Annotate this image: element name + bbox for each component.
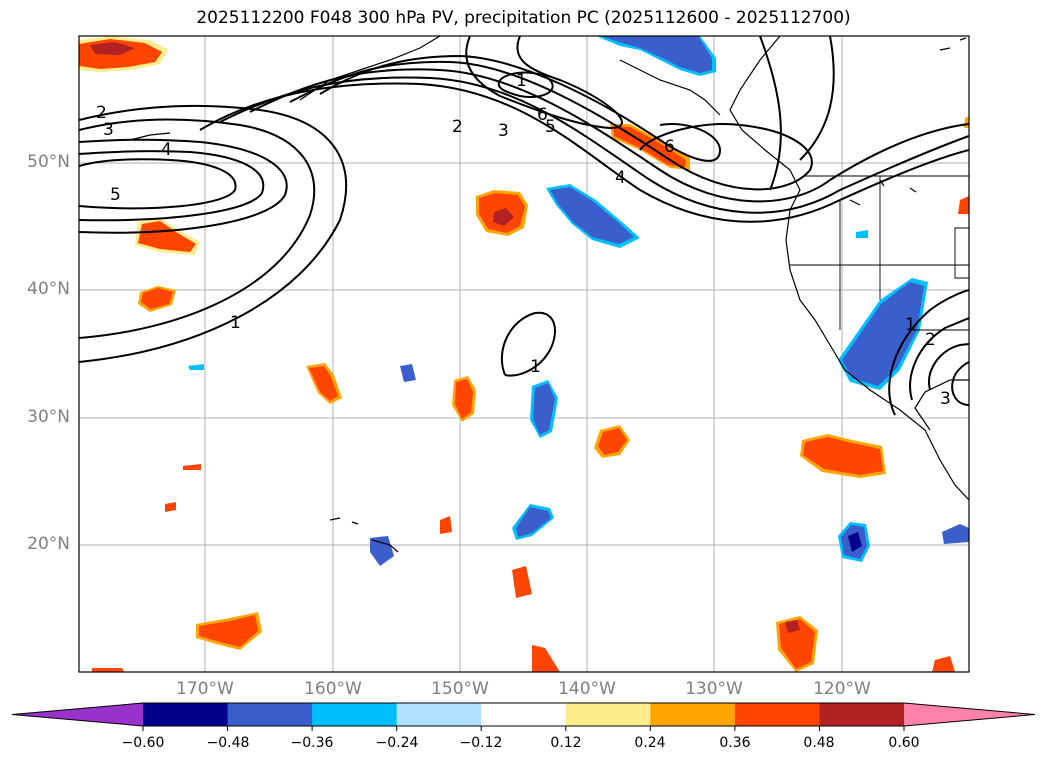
colorbar-segment xyxy=(396,703,482,726)
coastlines xyxy=(129,36,969,553)
colorbar-outline xyxy=(11,702,1036,727)
colorbar-segment xyxy=(565,703,651,726)
contour-label: 3 xyxy=(940,389,951,409)
contour-label: 2 xyxy=(925,330,936,350)
colorbar-segment xyxy=(734,703,820,726)
neg-blob-gulf-alaska xyxy=(596,36,716,76)
pos-blob-12 xyxy=(92,116,969,672)
colorbar-tick-label: −0.36 xyxy=(290,735,334,751)
lon-label-150w: 150°W xyxy=(431,679,489,699)
pos-blob-10 xyxy=(196,612,262,650)
colorbar-segment xyxy=(481,703,567,726)
neg-blob-california xyxy=(838,278,928,390)
lon-label-130w: 130°W xyxy=(685,679,743,699)
lat-label-20n: 20°N xyxy=(27,534,70,554)
colorbar-extend-low xyxy=(12,703,143,726)
map-area: 2 3 4 5 1 1 2 3 4 5 6 6 1 1 2 3 xyxy=(78,35,970,673)
neg-blob-4 xyxy=(512,504,554,540)
colorbar-tick-label: 0.48 xyxy=(803,735,835,751)
lat-label-30n: 30°N xyxy=(27,407,70,427)
negative-precip-anomalies xyxy=(188,36,969,566)
neg-blob-2 xyxy=(546,184,640,248)
lat-label-50n: 50°N xyxy=(27,152,70,172)
colorbar-tick-label: 0.12 xyxy=(550,735,582,751)
neg-blob-6 xyxy=(188,230,969,566)
lon-label-120w: 120°W xyxy=(813,679,871,699)
colorbar-tick-label: −0.12 xyxy=(459,735,503,751)
contour-label: 1 xyxy=(516,71,527,91)
contour-label: 2 xyxy=(452,117,463,137)
pos-blob-6 xyxy=(452,376,476,422)
lon-label-170w: 170°W xyxy=(176,679,234,699)
contour-label: 4 xyxy=(615,168,626,188)
contour-label: 2 xyxy=(96,103,107,123)
contour-label: 3 xyxy=(498,121,509,141)
colorbar-segment xyxy=(312,703,398,726)
pos-blob-8 xyxy=(800,434,886,478)
contour-label: 1 xyxy=(230,313,241,333)
colorbar-segment xyxy=(143,703,229,726)
colorbar-extend-high xyxy=(904,703,1035,726)
pos-blob-3 xyxy=(138,286,176,312)
colorbar-tick-label: −0.24 xyxy=(375,735,419,751)
pos-blob-7 xyxy=(594,425,630,458)
map-frame xyxy=(78,35,970,673)
colorbar-tick-label: −0.60 xyxy=(121,735,165,751)
colorbar-ticks xyxy=(142,726,905,731)
positive-precip-anomalies xyxy=(79,36,969,672)
colorbar-segment xyxy=(650,703,736,726)
contour-label: 1 xyxy=(530,357,541,377)
contour-label: 6 xyxy=(537,105,548,125)
colorbar-tick-label: 0.36 xyxy=(719,735,751,751)
pos-blob-2 xyxy=(135,218,200,255)
pos-blob-4 xyxy=(476,190,528,236)
colorbar-tick-label: 0.60 xyxy=(888,735,920,751)
neg-blob-3 xyxy=(530,380,558,438)
lat-label-40n: 40°N xyxy=(27,279,70,299)
pos-blob-5 xyxy=(306,363,342,404)
pos-blob-11 xyxy=(776,616,818,672)
contour-label: 4 xyxy=(161,140,172,160)
pv-contours xyxy=(79,36,969,416)
map-background xyxy=(79,36,969,672)
colorbar-segments xyxy=(11,702,1036,727)
lon-label-140w: 140°W xyxy=(558,679,616,699)
pos-blob-nw xyxy=(79,36,168,72)
contour-label: 6 xyxy=(664,137,675,157)
colorbar-tick-label: 0.24 xyxy=(634,735,666,751)
neg-blob-5 xyxy=(838,522,870,562)
contour-label: 3 xyxy=(103,120,114,140)
gridlines xyxy=(79,36,969,672)
map-title: 2025112200 F048 300 hPa PV, precipitatio… xyxy=(196,8,851,28)
colorbar-segment xyxy=(819,703,905,726)
colorbar-segment xyxy=(227,703,313,726)
contour-label: 5 xyxy=(545,117,556,137)
colorbar-tick-label: −0.48 xyxy=(206,735,250,751)
contour-label: 5 xyxy=(110,185,121,205)
contour-label: 1 xyxy=(905,315,916,335)
contour-labels: 2 3 4 5 1 1 2 3 4 5 6 6 1 1 2 3 xyxy=(96,71,951,409)
state-borders xyxy=(790,175,969,331)
lon-label-160w: 160°W xyxy=(304,679,362,699)
